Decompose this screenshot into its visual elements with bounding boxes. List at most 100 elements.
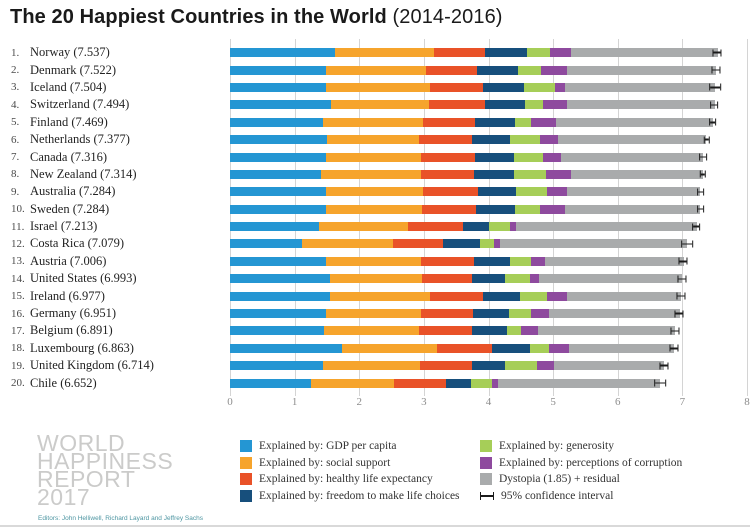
- segment-social[interactable]: [342, 343, 437, 353]
- segment-dystopia[interactable]: [516, 222, 698, 232]
- segment-freedom[interactable]: [474, 169, 514, 179]
- stacked-bar[interactable]: [230, 117, 747, 127]
- segment-health[interactable]: [423, 187, 478, 197]
- segment-freedom[interactable]: [485, 48, 527, 58]
- segment-gdp[interactable]: [230, 378, 311, 388]
- segment-social[interactable]: [325, 65, 426, 75]
- segment-gdp[interactable]: [230, 256, 327, 266]
- segment-health[interactable]: [420, 256, 474, 266]
- segment-health[interactable]: [421, 169, 475, 179]
- segment-corruption[interactable]: [529, 274, 539, 284]
- segment-generosity[interactable]: [513, 169, 546, 179]
- stacked-bar[interactable]: [230, 256, 747, 266]
- segment-dystopia[interactable]: [569, 343, 674, 353]
- segment-health[interactable]: [421, 309, 473, 319]
- segment-freedom[interactable]: [462, 222, 490, 232]
- stacked-bar[interactable]: [230, 378, 747, 388]
- segment-dystopia[interactable]: [549, 309, 680, 319]
- segment-health[interactable]: [421, 274, 472, 284]
- stacked-bar[interactable]: [230, 361, 747, 371]
- segment-social[interactable]: [301, 239, 394, 249]
- segment-freedom[interactable]: [471, 274, 505, 284]
- segment-generosity[interactable]: [489, 222, 511, 232]
- segment-freedom[interactable]: [475, 204, 515, 214]
- stacked-bar[interactable]: [230, 152, 747, 162]
- stacked-bar[interactable]: [230, 48, 747, 58]
- segment-dystopia[interactable]: [570, 169, 703, 179]
- segment-generosity[interactable]: [509, 309, 532, 319]
- segment-generosity[interactable]: [514, 117, 532, 127]
- segment-corruption[interactable]: [521, 326, 538, 336]
- segment-health[interactable]: [393, 239, 443, 249]
- segment-corruption[interactable]: [542, 152, 562, 162]
- segment-social[interactable]: [334, 48, 434, 58]
- segment-dystopia[interactable]: [564, 204, 701, 214]
- segment-gdp[interactable]: [230, 169, 322, 179]
- segment-social[interactable]: [324, 326, 419, 336]
- stacked-bar[interactable]: [230, 100, 747, 110]
- segment-health[interactable]: [429, 82, 484, 92]
- segment-dystopia[interactable]: [566, 291, 682, 301]
- segment-social[interactable]: [326, 309, 422, 319]
- segment-corruption[interactable]: [531, 117, 556, 127]
- segment-freedom[interactable]: [442, 239, 481, 249]
- segment-freedom[interactable]: [491, 343, 531, 353]
- segment-gdp[interactable]: [230, 326, 325, 336]
- segment-freedom[interactable]: [476, 65, 518, 75]
- segment-health[interactable]: [421, 204, 476, 214]
- segment-generosity[interactable]: [524, 100, 544, 110]
- segment-health[interactable]: [393, 378, 447, 388]
- segment-gdp[interactable]: [230, 187, 326, 197]
- segment-health[interactable]: [425, 65, 477, 75]
- segment-health[interactable]: [421, 152, 475, 162]
- stacked-bar[interactable]: [230, 239, 747, 249]
- segment-generosity[interactable]: [514, 152, 543, 162]
- segment-social[interactable]: [330, 100, 430, 110]
- segment-freedom[interactable]: [484, 100, 525, 110]
- segment-gdp[interactable]: [230, 274, 331, 284]
- segment-corruption[interactable]: [493, 239, 501, 249]
- segment-social[interactable]: [330, 274, 422, 284]
- segment-generosity[interactable]: [480, 239, 494, 249]
- segment-generosity[interactable]: [519, 291, 548, 301]
- segment-gdp[interactable]: [230, 291, 330, 301]
- segment-corruption[interactable]: [548, 343, 570, 353]
- stacked-bar[interactable]: [230, 65, 747, 75]
- segment-dystopia[interactable]: [566, 65, 716, 75]
- segment-corruption[interactable]: [510, 222, 517, 232]
- segment-dystopia[interactable]: [567, 100, 715, 110]
- segment-generosity[interactable]: [526, 48, 550, 58]
- segment-dystopia[interactable]: [570, 48, 718, 58]
- segment-corruption[interactable]: [547, 187, 567, 197]
- segment-freedom[interactable]: [446, 378, 472, 388]
- stacked-bar[interactable]: [230, 222, 747, 232]
- stacked-bar[interactable]: [230, 309, 747, 319]
- segment-freedom[interactable]: [472, 309, 510, 319]
- segment-corruption[interactable]: [540, 65, 567, 75]
- segment-gdp[interactable]: [230, 100, 331, 110]
- segment-social[interactable]: [326, 256, 421, 266]
- segment-corruption[interactable]: [547, 291, 567, 301]
- segment-corruption[interactable]: [540, 204, 565, 214]
- segment-freedom[interactable]: [477, 187, 517, 197]
- segment-health[interactable]: [422, 117, 475, 127]
- segment-gdp[interactable]: [230, 117, 324, 127]
- segment-gdp[interactable]: [230, 343, 343, 353]
- segment-corruption[interactable]: [549, 48, 571, 58]
- segment-health[interactable]: [429, 100, 485, 110]
- stacked-bar[interactable]: [230, 291, 747, 301]
- segment-dystopia[interactable]: [545, 256, 684, 266]
- segment-gdp[interactable]: [230, 239, 302, 249]
- segment-corruption[interactable]: [543, 100, 568, 110]
- segment-gdp[interactable]: [230, 135, 327, 145]
- segment-corruption[interactable]: [540, 135, 559, 145]
- stacked-bar[interactable]: [230, 343, 747, 353]
- segment-social[interactable]: [325, 152, 422, 162]
- segment-health[interactable]: [436, 343, 492, 353]
- segment-freedom[interactable]: [472, 361, 506, 371]
- segment-social[interactable]: [319, 222, 409, 232]
- segment-gdp[interactable]: [230, 222, 320, 232]
- segment-health[interactable]: [418, 326, 472, 336]
- segment-gdp[interactable]: [230, 204, 327, 214]
- segment-corruption[interactable]: [531, 309, 550, 319]
